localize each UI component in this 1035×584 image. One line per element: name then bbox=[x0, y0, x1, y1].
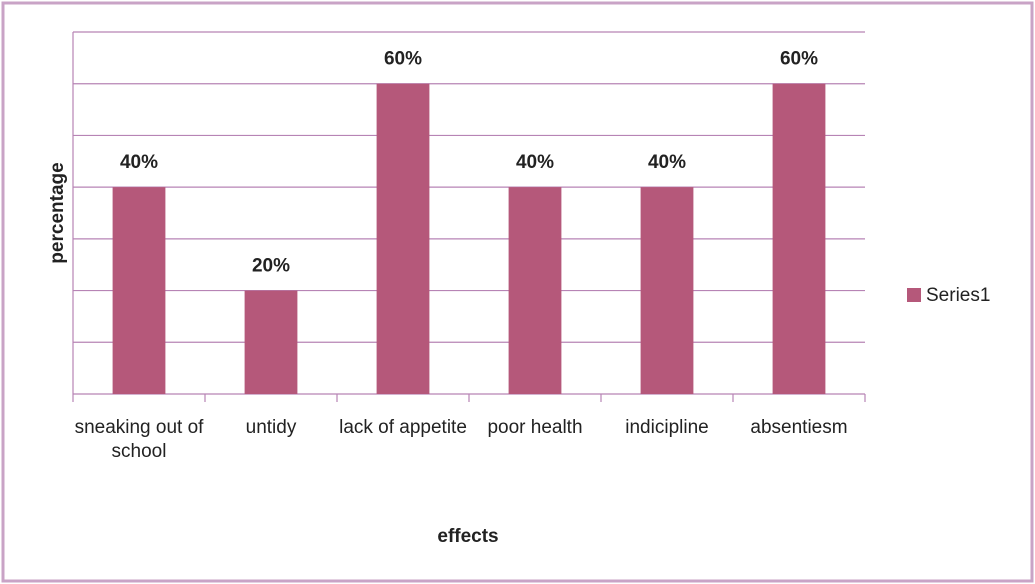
value-label: 40% bbox=[120, 152, 158, 173]
x-tick-label: lack of appetite bbox=[339, 417, 467, 438]
bar bbox=[244, 290, 298, 394]
y-axis-title: percentage bbox=[47, 162, 68, 263]
x-axis-title: effects bbox=[437, 526, 498, 547]
x-tick-label: sneaking out of school bbox=[74, 417, 204, 462]
value-label: 60% bbox=[780, 49, 818, 70]
bar bbox=[772, 83, 826, 394]
x-tick-label: untidy bbox=[245, 417, 297, 438]
bar bbox=[112, 187, 166, 394]
x-tick-label: poor health bbox=[487, 417, 583, 438]
value-label: 40% bbox=[516, 152, 554, 173]
bar bbox=[376, 83, 430, 394]
value-label: 40% bbox=[648, 152, 686, 173]
x-tick-label: absentiesm bbox=[750, 417, 848, 438]
value-label: 60% bbox=[384, 49, 422, 70]
x-tick-label: indicipline bbox=[625, 417, 709, 438]
legend-label: Series1 bbox=[926, 285, 990, 306]
bar bbox=[640, 187, 694, 394]
legend-swatch bbox=[907, 288, 921, 302]
value-label: 20% bbox=[252, 256, 290, 277]
bar bbox=[508, 187, 562, 394]
